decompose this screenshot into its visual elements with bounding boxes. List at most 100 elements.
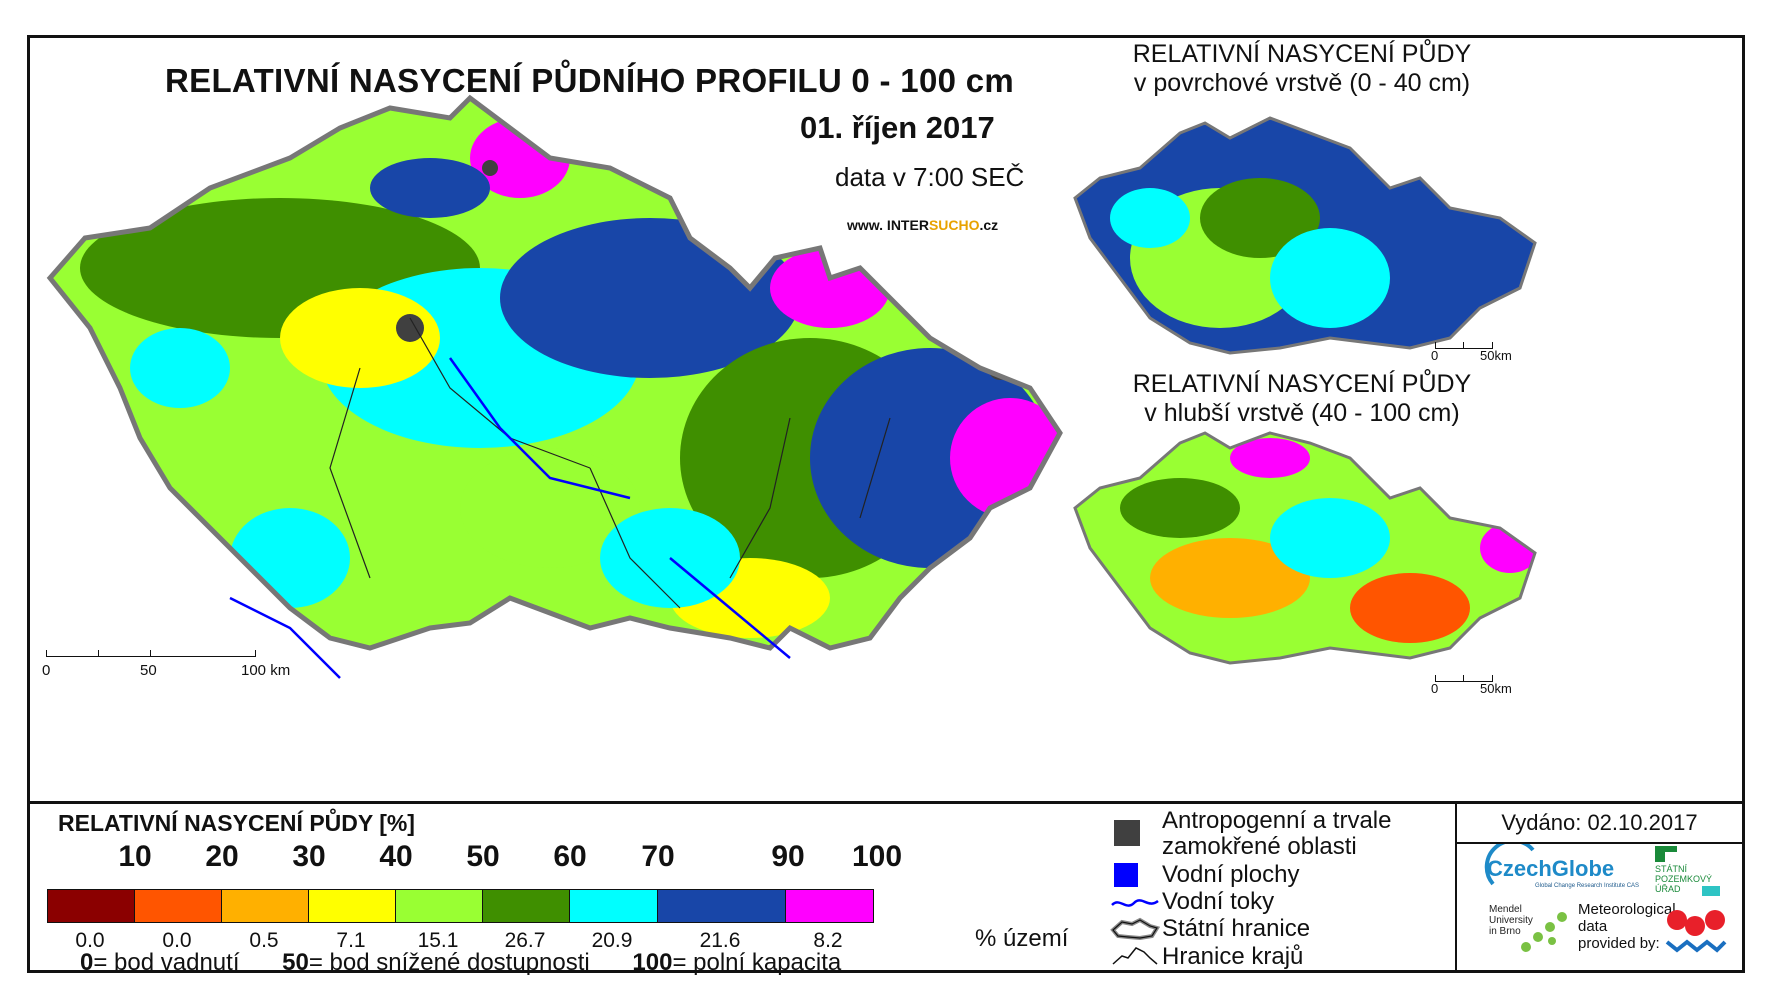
map-frame: RELATIVNÍ NASYCENÍ PŮDNÍHO PROFILU 0 - 1…: [27, 35, 1745, 976]
meteo-line1: Meteorological: [1578, 901, 1676, 918]
state-border-label: Státní hranice: [1162, 915, 1311, 942]
surface-title-line1: RELATIVNÍ NASYCENÍ PŮDY: [1132, 40, 1472, 68]
legend-tick: 10: [118, 840, 152, 873]
legend-class-swatch: [658, 890, 786, 922]
legend-tick: 20: [205, 840, 239, 873]
deep-scale-bar: 0 50km: [1431, 675, 1525, 699]
water-area-swatch-icon: [1114, 863, 1138, 887]
spu-mark-top-icon: [1655, 846, 1677, 852]
legend-class-swatch: [786, 890, 873, 922]
website-suffix: .cz: [979, 217, 999, 233]
legend-share: 0.0: [162, 929, 192, 952]
legend-tick: 90: [771, 840, 805, 873]
legend-tick: 40: [379, 840, 413, 873]
surface-scale-label-50: 50km: [1480, 348, 1512, 363]
website-prefix: www. INTER: [847, 217, 929, 233]
spu-mark-icon: [1655, 846, 1665, 862]
map-date: 01. říjen 2017: [800, 110, 995, 145]
mendel-line2: University: [1489, 915, 1533, 926]
deep-scale-label-0: 0: [1431, 681, 1439, 696]
main-scale-label-100: 100 km: [241, 662, 291, 679]
def-100-value: 100: [632, 949, 673, 976]
surface-map-raster: [1075, 118, 1535, 353]
deep-map-raster: [1075, 433, 1535, 663]
map-title: RELATIVNÍ NASYCENÍ PŮDNÍHO PROFILU 0 - 1…: [165, 62, 1015, 99]
symbol-water-areas: Vodní plochy: [1110, 862, 1299, 888]
soil-saturation-map: [46, 94, 1537, 679]
legend-share: 7.1: [336, 929, 366, 952]
water-streams-label: Vodní toky: [1162, 888, 1275, 915]
legend-class-swatch: [309, 890, 396, 922]
legend-share: 21.6: [699, 929, 741, 952]
legend-class-swatch: [396, 890, 483, 922]
legend-share-unit: % území: [975, 925, 1069, 952]
state-border-icon: [1110, 917, 1160, 941]
stream-line-icon: [1111, 899, 1159, 907]
legend-title: RELATIVNÍ NASYCENÍ PŮDY [%]: [58, 810, 415, 836]
issued-and-logos: Vydáno: 02.10.2017 CzechGlobe Global Cha…: [1455, 804, 1742, 970]
legend-share: 15.1: [417, 929, 459, 952]
legend-share: 0.0: [75, 929, 105, 952]
deep-title-line1: RELATIVNÍ NASYCENÍ PŮDY: [1132, 370, 1472, 398]
main-scale-label-0: 0: [42, 662, 51, 679]
def-0-value: 0: [80, 949, 94, 976]
water-areas-label: Vodní plochy: [1162, 861, 1300, 888]
spu-line3: ÚŘAD: [1655, 884, 1681, 894]
legend-class-swatch: [48, 890, 135, 922]
spu-accent-icon: [1702, 886, 1720, 896]
website-accent: SUCHO: [928, 217, 980, 233]
issued-date: Vydáno: 02.10.2017: [1457, 804, 1742, 844]
surface-title-line2: v povrchové vrstvě (0 - 40 cm): [1133, 69, 1471, 97]
deep-title-line2: v hlubší vrstvě (40 - 100 cm): [1144, 399, 1460, 427]
main-scale-label-50: 50: [140, 662, 157, 679]
mendel-dots-icon: [1521, 912, 1567, 952]
legend-tick: 100: [851, 840, 903, 873]
surface-scale-bar: 0 50km: [1431, 342, 1525, 366]
legend-definitions: 0= bod vadnutí 50= bod snížené dostupnos…: [80, 949, 841, 977]
legend-share: 26.7: [504, 929, 546, 952]
spu-line1: STÁTNÍ: [1655, 864, 1688, 874]
czechglobe-arc-icon: [1484, 844, 1535, 886]
deep-map-title: RELATIVNÍ NASYCENÍ PŮDY v hlubší vrstvě …: [1072, 370, 1532, 428]
mendel-logo: Mendel University in Brno: [1489, 904, 1533, 937]
anthropogenic-label-line1: Antropogenní a trvale: [1162, 807, 1392, 834]
legend-tick: 60: [553, 840, 587, 873]
def-50-text: = bod snížené dostupnosti: [308, 949, 590, 976]
meteo-line3: provided by:: [1578, 935, 1660, 952]
mendel-line3: in Brno: [1489, 926, 1521, 937]
surface-scale-label-0: 0: [1431, 348, 1439, 363]
anthropogenic-label-line2: zamokřené oblasti: [1162, 833, 1357, 860]
legend-colorbar: [47, 889, 874, 923]
symbol-state-border: Státní hranice: [1110, 916, 1310, 942]
legend-tick: 50: [466, 840, 500, 873]
website-link[interactable]: www. INTERSUCHO.cz: [847, 217, 998, 233]
symbol-region-border: Hranice krajů: [1110, 944, 1303, 970]
legend-class-swatch: [483, 890, 570, 922]
legend-tick: 70: [641, 840, 675, 873]
region-borders-main: [329, 317, 891, 609]
def-50-value: 50: [282, 949, 309, 976]
anthropogenic-swatch-icon: [1114, 820, 1140, 846]
mendel-line1: Mendel: [1489, 904, 1522, 915]
map-data-time: data v 7:00 SEČ: [835, 162, 1025, 192]
region-border-label: Hranice krajů: [1162, 943, 1304, 970]
region-border-icon: [1112, 947, 1158, 965]
surface-map-title: RELATIVNÍ NASYCENÍ PŮDY v povrchové vrst…: [1072, 40, 1532, 98]
czechglobe-name: CzechGlobe: [1487, 856, 1615, 881]
rivers-main: [229, 357, 791, 679]
legend-tick: 30: [292, 840, 326, 873]
main-scale-bar: 0 50 100 km: [42, 650, 290, 680]
state-border-deep: [1073, 431, 1537, 665]
legend-share: 20.9: [591, 929, 633, 952]
legend-class-swatch: [570, 890, 658, 922]
def-100-text: = polní kapacita: [672, 949, 842, 976]
meteo-credit: Meteorological data provided by:: [1578, 901, 1676, 952]
def-0-text: = bod vadnutí: [93, 949, 240, 976]
deep-scale-label-50: 50km: [1480, 681, 1512, 696]
meteo-line2: data: [1578, 918, 1608, 935]
spu-text: STÁTNÍ POZEMKOVÝ ÚŘAD: [1655, 864, 1712, 894]
symbol-water-streams: Vodní toky: [1110, 889, 1274, 915]
spu-line2: POZEMKOVÝ: [1655, 874, 1713, 884]
legend-share: 8.2: [813, 929, 843, 952]
legend-class-swatch: [135, 890, 222, 922]
